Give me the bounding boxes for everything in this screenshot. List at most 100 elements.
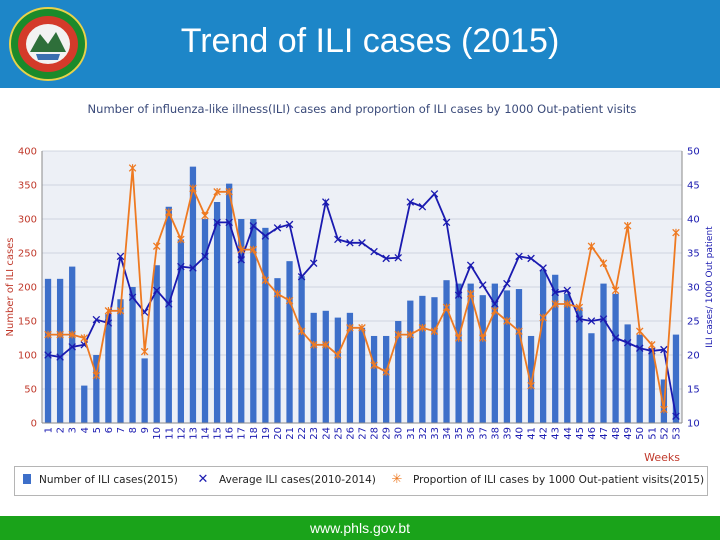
- x-tick-label: 35: [454, 427, 465, 440]
- average-line-point: [261, 232, 270, 240]
- y2-tick-label: 45: [687, 181, 700, 192]
- bar: [93, 355, 100, 423]
- average-line-point: [249, 222, 258, 230]
- proportion-line-point: [56, 330, 64, 339]
- average-line-point: [285, 220, 294, 229]
- bar: [346, 312, 354, 423]
- average-line-point: [358, 239, 366, 247]
- proportion-line-point: [623, 222, 632, 230]
- bar: [129, 287, 136, 423]
- average-line-point: [92, 315, 101, 324]
- average-line-point: [165, 300, 173, 308]
- average-line-point: [515, 252, 523, 261]
- bar: [153, 265, 160, 423]
- bar: [515, 289, 523, 423]
- bar: [600, 283, 607, 423]
- proportion-line-point: [297, 327, 306, 335]
- x-tick-label: 39: [502, 427, 513, 440]
- bar: [564, 293, 571, 423]
- x-tick-label: 2: [56, 427, 67, 433]
- x-tick-label: 16: [225, 427, 236, 440]
- bar: [383, 335, 390, 423]
- x-tick-label: 4: [80, 427, 91, 433]
- proportion-line-point: [322, 341, 330, 349]
- x-tick-label: 26: [345, 427, 356, 440]
- bar: [286, 261, 293, 423]
- x-tick-label: 24: [321, 427, 332, 440]
- bar: [56, 278, 64, 423]
- x-tick-label: 37: [478, 427, 489, 440]
- average-line-point: [563, 286, 572, 295]
- legend-item-proportion: ✳ Proportion of ILI cases by 1000 Out-pat…: [387, 473, 705, 486]
- proportion-line-point: [660, 405, 668, 414]
- emblem-logo: [9, 7, 87, 81]
- average-line-point: [56, 353, 64, 361]
- bar: [407, 300, 414, 423]
- bar: [310, 312, 317, 423]
- average-line-point: [611, 334, 620, 342]
- bar: [648, 348, 655, 423]
- proportion-line-point: [527, 381, 535, 390]
- proportion-line-point: [635, 327, 644, 335]
- bar: [479, 295, 486, 423]
- average-line-point: [478, 281, 487, 289]
- bar: [395, 321, 402, 423]
- x-tick-label: 6: [104, 427, 115, 433]
- proportion-line-point: [370, 361, 378, 369]
- proportion-line-point: [515, 327, 523, 335]
- x-tick-label: 23: [309, 427, 320, 440]
- proportion-line-point: [309, 341, 318, 349]
- proportion-line-point: [44, 330, 52, 339]
- line-series: [44, 164, 680, 420]
- x-tick-label: 22: [297, 427, 308, 440]
- average-line-point: [418, 203, 427, 211]
- average-line-point: [587, 317, 596, 325]
- x-tick-label: 44: [563, 427, 574, 440]
- bar: [443, 280, 450, 423]
- average-line-point: [503, 279, 511, 288]
- average-line-point: [430, 190, 439, 198]
- x-axis: 1 2 3 4 5 6 7 8 9 10 11 12 13 14 15 16 17 18 19 20 21 22 23 24 2…: [42, 422, 682, 440]
- x-tick-label: 50: [635, 427, 646, 440]
- average-line-point: [237, 256, 246, 264]
- y2-axis-label: ILI cases/ 1000 Out patient: [705, 226, 715, 348]
- x-tick-label: 21: [285, 427, 296, 440]
- average-line-point: [551, 288, 559, 297]
- y-tick-label: 350: [18, 181, 37, 192]
- proportion-line-point: [189, 184, 197, 193]
- x-tick-label: 46: [587, 427, 598, 440]
- right-axis: 10 15 20 25 30 35 40 45 50: [681, 147, 700, 430]
- bar: [370, 335, 378, 423]
- bar: [419, 295, 426, 423]
- y2-tick-label: 30: [687, 283, 700, 294]
- bar: [527, 335, 535, 423]
- x-tick-label: 7: [116, 427, 127, 433]
- x-tick-label: 13: [188, 427, 199, 440]
- proportion-line-point: [273, 290, 282, 298]
- x-tick-label: 12: [176, 427, 187, 440]
- chart-title: Number of influenza-like illness(ILI) ca…: [88, 102, 637, 116]
- bar: [358, 327, 366, 423]
- proportion-line-point: [466, 290, 475, 298]
- average-line-point: [370, 247, 378, 256]
- average-line-point: [442, 218, 451, 227]
- average-line-point: [599, 315, 608, 323]
- x-tick-label: 40: [514, 427, 525, 440]
- y-axis-label: Number of ILI cases: [5, 237, 16, 336]
- average-line-point: [346, 239, 354, 247]
- bar: [69, 266, 76, 423]
- bar: [117, 299, 124, 423]
- bar: [455, 283, 462, 423]
- average-line-point: [152, 286, 161, 295]
- proportion-line-point: [430, 327, 439, 335]
- x-tick-label: 10: [152, 427, 163, 440]
- average-line-point: [68, 343, 76, 351]
- y2-tick-label: 40: [687, 215, 700, 226]
- y2-tick-label: 25: [687, 317, 700, 328]
- legend-label-average: Average ILI cases(2010-2014): [219, 474, 376, 486]
- proportion-line-point: [334, 351, 342, 359]
- x-tick-label: 15: [213, 427, 224, 440]
- bar: [105, 314, 112, 423]
- x-tick-label: 43: [551, 427, 562, 440]
- x-tick-label: 29: [382, 427, 393, 440]
